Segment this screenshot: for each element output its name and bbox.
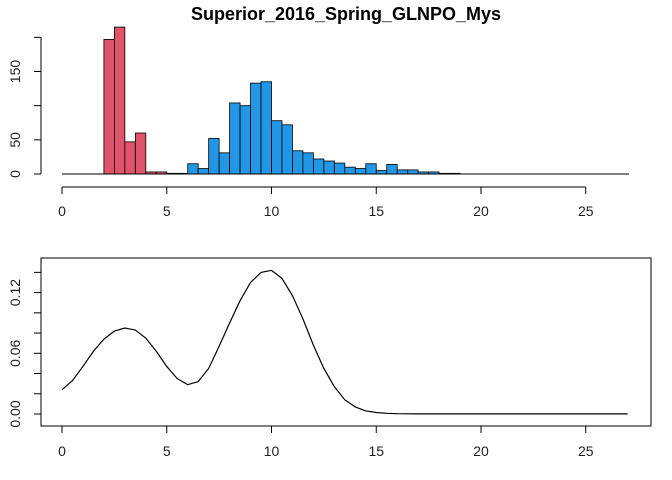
histogram-panel: Superior_2016_Spring_GLNPO_Mys 0 5 10 15 20 2… (7, 4, 629, 219)
histogram-bar (103, 38, 115, 175)
density-x-tick-label: 5 (163, 443, 171, 459)
density-x-tick-label: 25 (578, 443, 594, 459)
density-x-axis: 0 5 10 15 20 25 (58, 425, 594, 459)
histogram-x-axis: 0 5 10 15 20 25 (58, 186, 594, 219)
histogram-bar (260, 81, 272, 175)
histogram-bar (354, 168, 367, 175)
histogram-x-tick-label: 10 (264, 203, 280, 219)
histogram-bar (250, 82, 262, 175)
density-y-tick-label: 0.00 (7, 400, 23, 427)
density-x-tick-label: 0 (58, 443, 66, 459)
histogram-x-tick-label: 25 (578, 203, 594, 219)
histogram-y-axis: 0 50 150 (7, 36, 42, 178)
density-y-axis: 0.00 0.06 0.12 (7, 271, 42, 428)
density-y-tick-label: 0.06 (7, 339, 23, 366)
histogram-bar (323, 160, 335, 175)
histogram-bar (407, 169, 419, 175)
histogram-bar (208, 138, 220, 175)
density-curve (61, 269, 628, 415)
histogram-bar (124, 141, 136, 175)
histogram-bar (239, 105, 251, 175)
histogram-bar (386, 164, 398, 175)
histogram-bar (187, 163, 199, 175)
histogram-y-tick-label: 150 (7, 60, 23, 84)
histogram-x-tick-label: 0 (58, 203, 66, 219)
histogram-bar (229, 102, 241, 175)
histogram-bar (281, 124, 293, 175)
density-y-tick-label: 0.12 (7, 279, 23, 306)
histogram-bar (333, 162, 346, 175)
histogram-bar (375, 170, 388, 175)
histogram-bar (365, 163, 377, 175)
histogram-bar (197, 168, 210, 175)
histogram-y-tick-label: 50 (7, 132, 23, 148)
density-x-tick-label: 15 (368, 443, 384, 459)
histogram-bar (218, 152, 231, 175)
histogram-title: Superior_2016_Spring_GLNPO_Mys (191, 4, 501, 24)
histogram-x-tick-label: 20 (473, 203, 489, 219)
histogram-bar (344, 166, 356, 175)
histogram-bar (292, 150, 304, 175)
histogram-bar (396, 169, 409, 175)
density-x-tick-label: 10 (264, 443, 280, 459)
histogram-bar (134, 132, 147, 175)
histogram-bar (302, 152, 314, 175)
histogram-x-tick-label: 15 (368, 203, 384, 219)
histogram-bar (113, 26, 126, 175)
histogram-x-tick-label: 5 (163, 203, 171, 219)
histogram-bars (103, 26, 461, 175)
histogram-bar (271, 120, 283, 175)
density-panel: 0 5 10 15 20 25 0.00 0.06 0.12 (7, 257, 652, 459)
histogram-bar (312, 158, 325, 175)
density-x-tick-label: 20 (473, 443, 489, 459)
histogram-y-tick-label: 0 (7, 170, 23, 178)
